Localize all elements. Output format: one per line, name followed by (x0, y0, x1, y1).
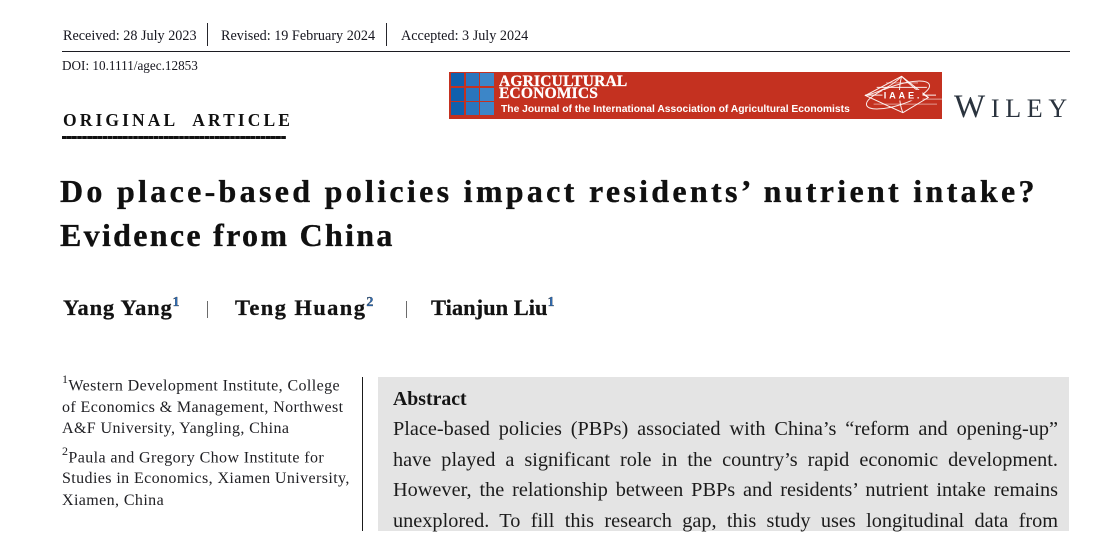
svg-text:IAAE.: IAAE. (884, 90, 923, 100)
